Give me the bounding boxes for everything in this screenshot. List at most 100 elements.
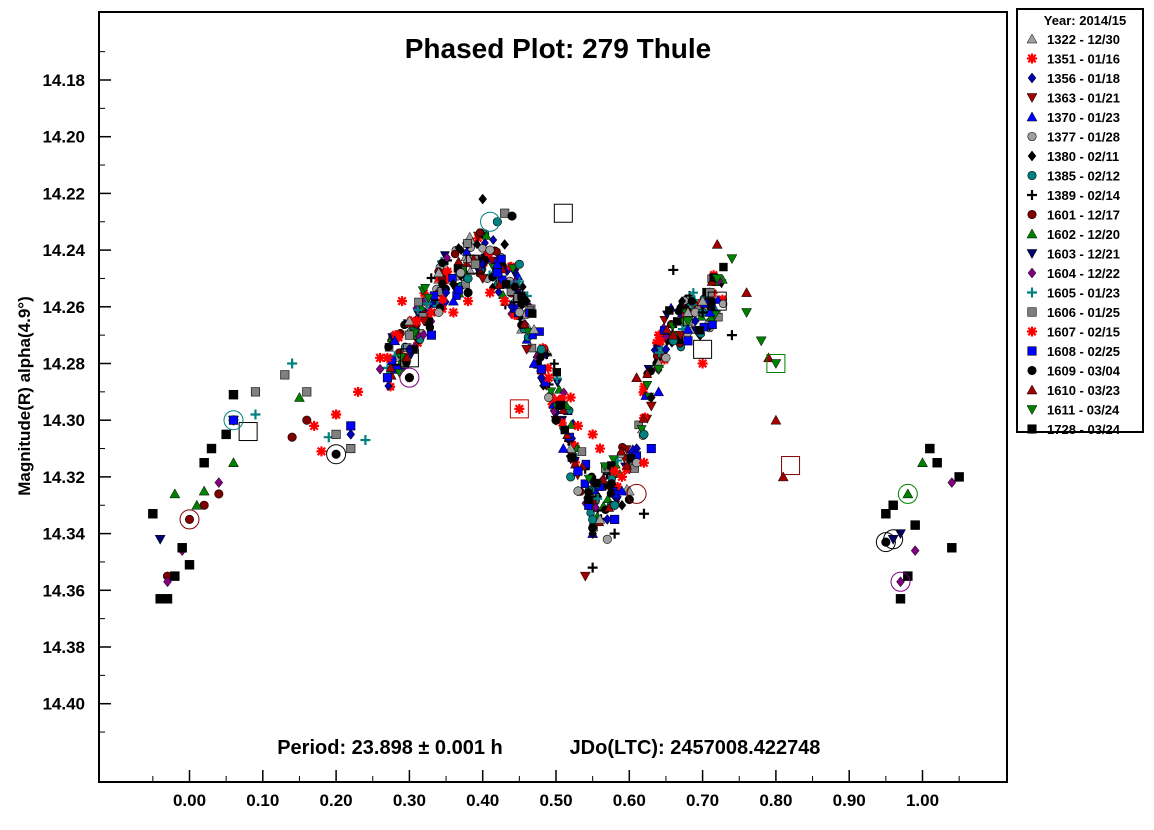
data-point <box>448 307 459 318</box>
data-point <box>592 478 601 488</box>
data-point <box>316 446 327 457</box>
data-point <box>718 299 728 309</box>
legend-marker <box>1027 190 1037 200</box>
highlight-ring <box>781 456 801 476</box>
y-tick-label: 14.34 <box>42 525 85 544</box>
legend-item: 1609 - 03/04 <box>1027 364 1121 379</box>
data-point <box>697 295 709 306</box>
data-point <box>610 514 620 524</box>
data-point <box>375 352 386 363</box>
data-point <box>438 279 447 288</box>
data-point <box>528 323 540 334</box>
x-tick-label: 0.70 <box>686 791 719 810</box>
data-point <box>639 429 649 439</box>
data-point <box>375 363 385 375</box>
data-point <box>302 415 312 425</box>
series-11 <box>169 392 928 510</box>
chart-title: Phased Plot: 279 Thule <box>405 33 712 64</box>
data-point <box>489 234 498 245</box>
legend-label: 1603 - 12/21 <box>1047 247 1120 262</box>
data-point <box>726 330 737 341</box>
data-point <box>910 520 920 530</box>
data-point <box>661 324 672 334</box>
data-point <box>522 295 532 307</box>
legend-marker <box>1027 267 1037 279</box>
y-axis-label: Magnitude(R) alpha(4.9°) <box>15 296 34 495</box>
highlight-ring <box>326 444 347 465</box>
data-point <box>426 307 437 318</box>
data-point <box>426 330 436 340</box>
highlight-ring <box>883 529 904 550</box>
data-point <box>587 429 598 440</box>
data-point <box>413 305 423 315</box>
legend-item: 1610 - 03/23 <box>1026 383 1120 398</box>
data-point <box>228 389 239 400</box>
data-point <box>777 471 789 482</box>
data-point <box>419 329 428 340</box>
data-point <box>397 296 408 307</box>
data-point <box>711 238 723 249</box>
data-point <box>606 489 616 498</box>
data-point <box>584 495 593 505</box>
legend-label: 1385 - 02/12 <box>1047 169 1120 184</box>
x-tick-label: 0.90 <box>833 791 866 810</box>
data-point <box>665 306 674 315</box>
legend-label: 1389 - 02/14 <box>1047 188 1121 203</box>
data-point <box>583 474 594 484</box>
data-point <box>470 259 480 269</box>
data-point <box>384 381 393 392</box>
data-point <box>438 294 448 304</box>
data-point <box>346 443 356 454</box>
data-point <box>687 297 697 306</box>
data-point <box>514 307 524 318</box>
data-point <box>414 297 423 307</box>
data-point <box>191 499 203 510</box>
data-point <box>594 443 605 454</box>
highlight-ring <box>553 203 573 223</box>
data-point <box>302 387 312 397</box>
data-point <box>442 270 452 280</box>
legend: Year: 2014/15 1322 - 12/30 1351 - 01/16 13… <box>1016 8 1144 437</box>
data-point <box>573 466 583 476</box>
legend-label: 1728 - 03/24 <box>1047 422 1121 437</box>
data-point <box>507 301 517 313</box>
data-point <box>331 409 342 420</box>
data-point <box>572 420 583 431</box>
data-point <box>537 372 546 384</box>
legend-marker <box>1026 33 1038 44</box>
data-point <box>638 457 649 468</box>
data-point <box>206 443 217 454</box>
series-19 <box>631 238 789 482</box>
data-point <box>602 534 612 544</box>
data-point <box>346 421 356 431</box>
data-point <box>394 333 404 343</box>
legend-item: 1728 - 03/24 <box>1027 422 1121 437</box>
data-point <box>198 485 210 496</box>
data-point <box>494 279 505 289</box>
legend-item: 1389 - 02/14 <box>1027 188 1121 203</box>
data-point <box>199 500 209 510</box>
data-point <box>602 514 612 525</box>
data-point <box>688 288 698 298</box>
data-point <box>573 486 583 496</box>
data-point <box>528 309 537 318</box>
legend-item: 1606 - 01/25 <box>1027 305 1120 320</box>
highlight-ring <box>626 483 647 504</box>
data-point <box>500 239 510 250</box>
data-point <box>594 513 606 524</box>
highlight-ring <box>707 291 727 311</box>
data-point <box>667 329 679 340</box>
legend-marker <box>1026 228 1038 239</box>
data-point <box>932 458 942 468</box>
y-tick-label: 14.24 <box>42 241 85 260</box>
legend-label: 1601 - 12/17 <box>1047 208 1120 223</box>
y-tick-label: 14.28 <box>42 355 85 374</box>
legend-marker <box>1027 170 1037 181</box>
data-point <box>280 370 290 380</box>
legend-item: 1608 - 02/25 <box>1027 344 1120 359</box>
x-tick-label: 0.40 <box>466 791 499 810</box>
series-20 <box>653 254 782 375</box>
data-point <box>502 280 511 289</box>
data-point <box>654 348 664 358</box>
data-point <box>385 362 396 372</box>
